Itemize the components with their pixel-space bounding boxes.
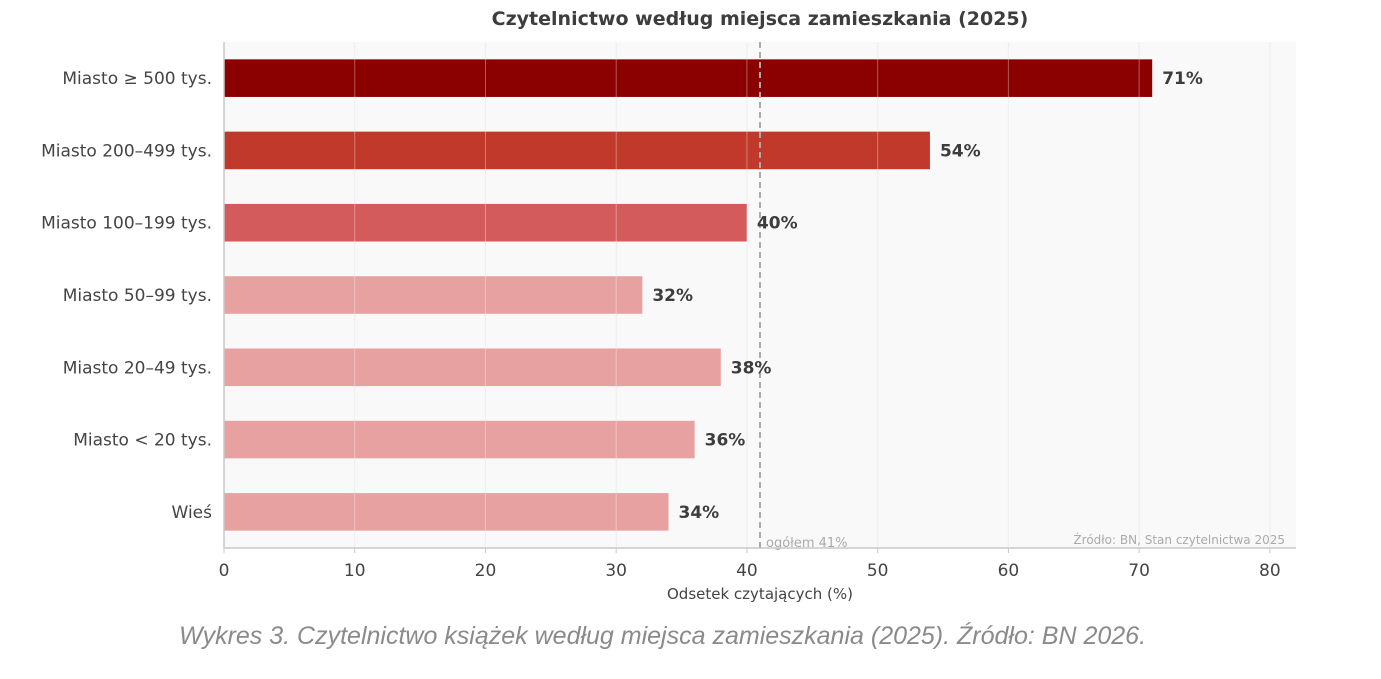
y-tick-label: Miasto 200–499 tys. (41, 141, 212, 161)
x-tick-label: 70 (1128, 561, 1150, 581)
value-label: 40% (757, 214, 798, 234)
bar (224, 493, 669, 531)
y-tick-label: Miasto < 20 tys. (73, 431, 212, 451)
y-tick-label: Miasto 50–99 tys. (63, 286, 212, 306)
value-label: 34% (678, 503, 719, 523)
y-tick-label: Wieś (172, 503, 213, 523)
x-tick-label: 50 (867, 561, 889, 581)
figure-caption: Wykres 3. Czytelnictwo książek według mi… (178, 622, 1147, 650)
x-tick-label: 80 (1259, 561, 1281, 581)
value-label: 54% (940, 141, 981, 161)
x-tick-label: 60 (998, 561, 1020, 581)
x-tick-label: 0 (219, 561, 230, 581)
y-tick-label: Miasto 100–199 tys. (41, 214, 212, 234)
value-label: 32% (652, 286, 693, 306)
bar (224, 59, 1153, 97)
y-tick-label: Miasto ≥ 500 tys. (62, 69, 212, 89)
grid-overlay (354, 42, 1271, 548)
bar (224, 276, 643, 314)
source-note: Źródło: BN, Stan czytelnictwa 2025 (1073, 532, 1285, 547)
value-labels: 71% 54% 40% 32% 38% 36% 34% (652, 69, 1203, 523)
x-tick-label: 20 (475, 561, 497, 581)
x-tick-label: 10 (344, 561, 366, 581)
bar (224, 348, 721, 387)
x-axis-label: Odsetek czytających (%) (667, 585, 853, 603)
value-label: 36% (705, 431, 746, 451)
x-tick-label: 30 (605, 561, 627, 581)
value-label: 38% (731, 358, 772, 378)
bar (224, 203, 747, 242)
chart-title: Czytelnictwo według miejsca zamieszkania… (492, 8, 1029, 30)
bars (224, 59, 1153, 531)
bar (224, 420, 695, 459)
x-tick-label: 40 (736, 561, 758, 581)
value-label: 71% (1162, 69, 1203, 89)
bar (224, 131, 930, 170)
y-tick-label: Miasto 20–49 tys. (63, 358, 212, 378)
axes: Miasto ≥ 500 tys. Miasto 200–499 tys. Mias… (41, 42, 1296, 581)
